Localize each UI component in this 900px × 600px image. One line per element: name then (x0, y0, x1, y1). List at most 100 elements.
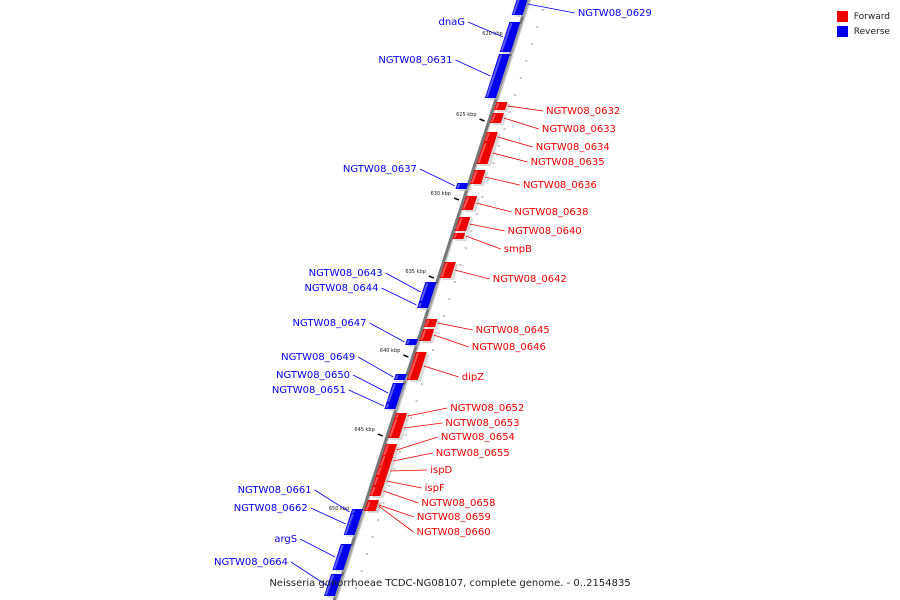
gene-ngtw08-0652-label: NGTW08_0652 (450, 403, 524, 414)
gene-ngtw08-0664-highlight (325, 574, 335, 596)
gene-ngtw08-0658-highlight (370, 486, 376, 496)
gene-ngtw08-0655-highlight (379, 455, 386, 467)
gene-ngtw08-0643-glyph (418, 282, 437, 302)
gene-ngtw08-0646-glyph (419, 329, 435, 341)
gene-ngtw08-0658-glyph (369, 486, 384, 496)
gene-ngtw08-0662-leader (310, 507, 346, 525)
gene-dnag-highlight (500, 22, 513, 52)
gene-ngtw08-0650-glyph (386, 383, 404, 403)
tick-label: 645 kbp (354, 427, 374, 433)
gene-ngtw08-0653-label: NGTW08_0653 (445, 418, 519, 429)
gene-ngtw08-0662-highlight (344, 513, 354, 535)
gene-ispd-glyph (375, 466, 390, 476)
legend: Forward Reverse (836, 9, 890, 39)
gene-args-label: argS (274, 534, 297, 545)
gene-ngtw08-0640-glyph (454, 217, 471, 231)
gene-layer (323, 0, 532, 598)
gene-ngtw08-0646-label: NGTW08_0646 (472, 342, 546, 353)
gene-ngtw08-0633-glyph (489, 113, 505, 123)
gene-ngtw08-0664-leader (290, 561, 327, 586)
gene-smpb-highlight (453, 233, 458, 239)
gene-ngtw08-0640-highlight (455, 217, 463, 231)
major-tick (428, 275, 435, 279)
gene-ngtw08-0664-label: NGTW08_0664 (214, 557, 288, 568)
gene-ngtw08-0636-label: NGTW08_0636 (523, 180, 597, 191)
gene-ngtw08-0644-highlight (418, 302, 422, 308)
major-tick (453, 197, 460, 201)
gene-ngtw08-0653-leader (403, 422, 443, 429)
gene-ngtw08-0635-glyph (476, 142, 495, 164)
gene-ngtw08-0644-glyph (417, 302, 430, 308)
gene-ngtw08-0655-glyph (378, 455, 394, 467)
legend-swatch-forward (836, 11, 848, 22)
gene-ngtw08-0647-label: NGTW08_0647 (292, 318, 366, 329)
gene-ngtw08-0631-leader (455, 59, 491, 77)
gene-ngtw08-0650-label: NGTW08_0650 (276, 370, 350, 381)
gene-ngtw08-0654-glyph (382, 444, 398, 456)
gene-ngtw08-0645-leader (437, 322, 473, 331)
gene-ngtw08-0632-leader (507, 105, 544, 112)
gene-ngtw08-0636-highlight (471, 170, 478, 184)
gene-ngtw08-0661-label: NGTW08_0661 (238, 485, 312, 496)
gene-ngtw08-0632-label: NGTW08_0632 (546, 106, 620, 117)
gene-ngtw08-0651-glyph (384, 403, 398, 409)
gene-ngtw08-0654-label: NGTW08_0654 (441, 432, 515, 443)
gene-ngtw08-0655-leader (393, 452, 433, 462)
gene-ngtw08-0662-glyph (343, 513, 362, 535)
legend-item-forward: Forward (836, 9, 890, 24)
gene-ngtw08-0633-leader (503, 117, 540, 130)
gene-dnag-label: dnaG (438, 17, 465, 28)
gene-ngtw08-0642-highlight (440, 262, 448, 278)
gene-ngtw08-0629-label: NGTW08_0629 (578, 8, 652, 19)
gene-ngtw08-0640-leader (469, 223, 505, 232)
gene-ngtw08-0654-highlight (383, 444, 390, 456)
gene-ngtw08-0643-leader (385, 272, 421, 293)
gene-ngtw08-0653-highlight (389, 418, 398, 438)
gene-ispf-glyph (372, 476, 387, 486)
gene-dipz-glyph (406, 352, 427, 380)
gene-ispd-leader (389, 469, 428, 472)
gene-args-glyph (332, 544, 352, 570)
gene-ngtw08-0631-label: NGTW08_0631 (378, 55, 452, 66)
gene-ngtw08-0629-leader (527, 3, 575, 14)
gene-ngtw08-0634-label: NGTW08_0634 (536, 142, 610, 153)
gene-ngtw08-0642-label: NGTW08_0642 (493, 274, 567, 285)
gene-ngtw08-0645-label: NGTW08_0645 (476, 325, 550, 336)
gene-ngtw08-0652-highlight (395, 413, 400, 419)
legend-swatch-reverse (836, 26, 848, 37)
gene-args-highlight (333, 544, 344, 570)
legend-label-reverse: Reverse (853, 26, 890, 37)
label-layer: NGTW08_0629 dnaG NGTW08_0631 NGTW08_0632 NGT… (214, 3, 652, 586)
gene-ngtw08-0651-leader (348, 389, 385, 407)
gene-ngtw08-0646-leader (433, 334, 469, 348)
gene-ngtw08-0660-label: NGTW08_0660 (417, 527, 491, 538)
gene-ngtw08-0650-leader (352, 374, 389, 394)
gene-ispf-leader (386, 480, 422, 489)
gene-ngtw08-0637-label: NGTW08_0637 (343, 164, 417, 175)
caption: Neisseria gonorrhoeae TCDC-NG08107, comp… (269, 578, 631, 589)
gene-ngtw08-0632-glyph (493, 102, 508, 110)
legend-item-reverse: Reverse (836, 24, 890, 39)
gene-ngtw08-0651-highlight (385, 403, 390, 409)
gene-ngtw08-0643-label: NGTW08_0643 (309, 268, 383, 279)
gene-ngtw08-0633-highlight (490, 113, 496, 123)
gene-ngtw08-0662-label: NGTW08_0662 (234, 503, 308, 514)
gene-dipz-leader (423, 365, 459, 378)
gene-ispd-highlight (376, 466, 382, 476)
tick-label: 635 kbp (405, 269, 425, 275)
major-tick (479, 118, 485, 122)
gene-ngtw08-0629-glyph (511, 0, 528, 15)
gene-ngtw08-0660-highlight (365, 501, 371, 511)
gene-ngtw08-0634-glyph (483, 132, 498, 142)
gene-ngtw08-0658-label: NGTW08_0658 (421, 498, 495, 509)
gene-ngtw08-0647-leader (369, 322, 405, 343)
gene-ngtw08-0638-highlight (462, 196, 470, 210)
gene-dipz-highlight (407, 352, 419, 380)
gene-smpb-glyph (452, 233, 466, 239)
gene-ngtw08-0650-highlight (387, 383, 396, 403)
gene-ispd-label: ispD (430, 465, 452, 476)
gene-ngtw08-0631-glyph (484, 54, 511, 98)
gene-ngtw08-0652-leader (407, 407, 448, 417)
tick-label: 625 kbp (456, 112, 476, 118)
gene-ngtw08-0634-highlight (484, 132, 490, 142)
